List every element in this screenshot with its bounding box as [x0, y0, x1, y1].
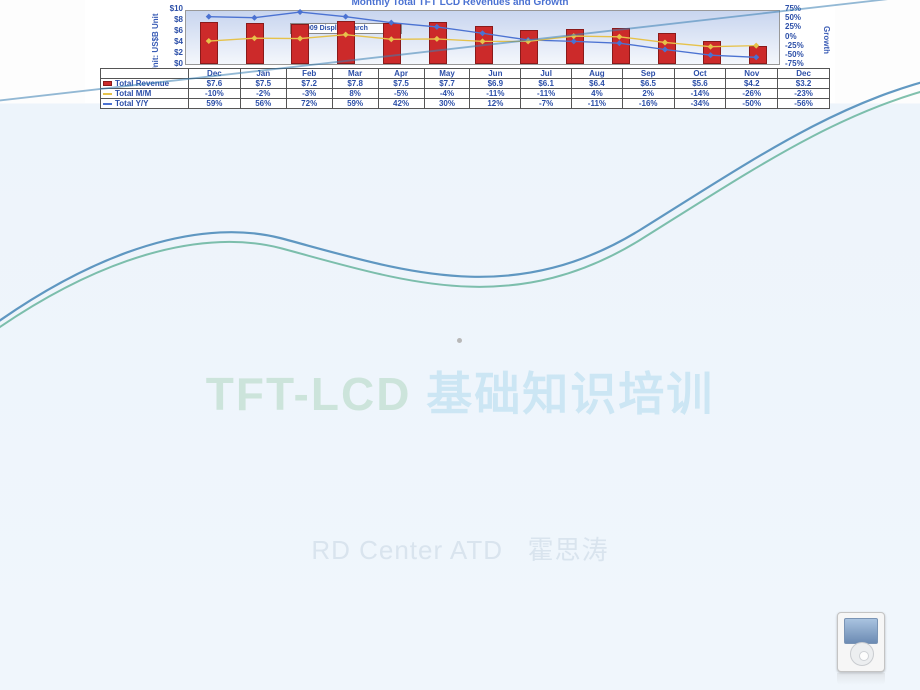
- subtitle-author: 霍思涛: [528, 535, 609, 565]
- chart-lines: [186, 11, 779, 64]
- plot-area: © 2009 DisplaySearch: [185, 10, 780, 65]
- ipod-thumbnail: [837, 612, 885, 672]
- page-subtitle: RD Center ATD 霍思涛: [0, 530, 920, 567]
- chart-panel: Monthly Total TFT LCD Revenues and Growt…: [85, 0, 835, 103]
- y-left-ticks: $10$8$6$4$2$0: [163, 8, 185, 68]
- ipod-reflection: [837, 673, 885, 685]
- ipod-wheel: [850, 642, 874, 666]
- y-axis-right-label: Growth: [821, 15, 831, 65]
- ipod-screen: [844, 618, 878, 644]
- title-en: TFT-LCD: [206, 368, 412, 420]
- page-title: TFT-LCD 基础知识培训: [0, 358, 920, 424]
- y-right-ticks: 75%50%25%0%-25%-50%-75%: [785, 8, 819, 68]
- title-zh: 基础知识培训: [426, 368, 714, 420]
- chart-title: Monthly Total TFT LCD Revenues and Growt…: [85, 0, 835, 8]
- center-dot: [457, 338, 462, 343]
- chart-data-table: DecJanFebMarAprMayJunJulAugSepOctNovDecT…: [100, 68, 830, 109]
- subtitle-org: RD Center ATD: [311, 535, 503, 565]
